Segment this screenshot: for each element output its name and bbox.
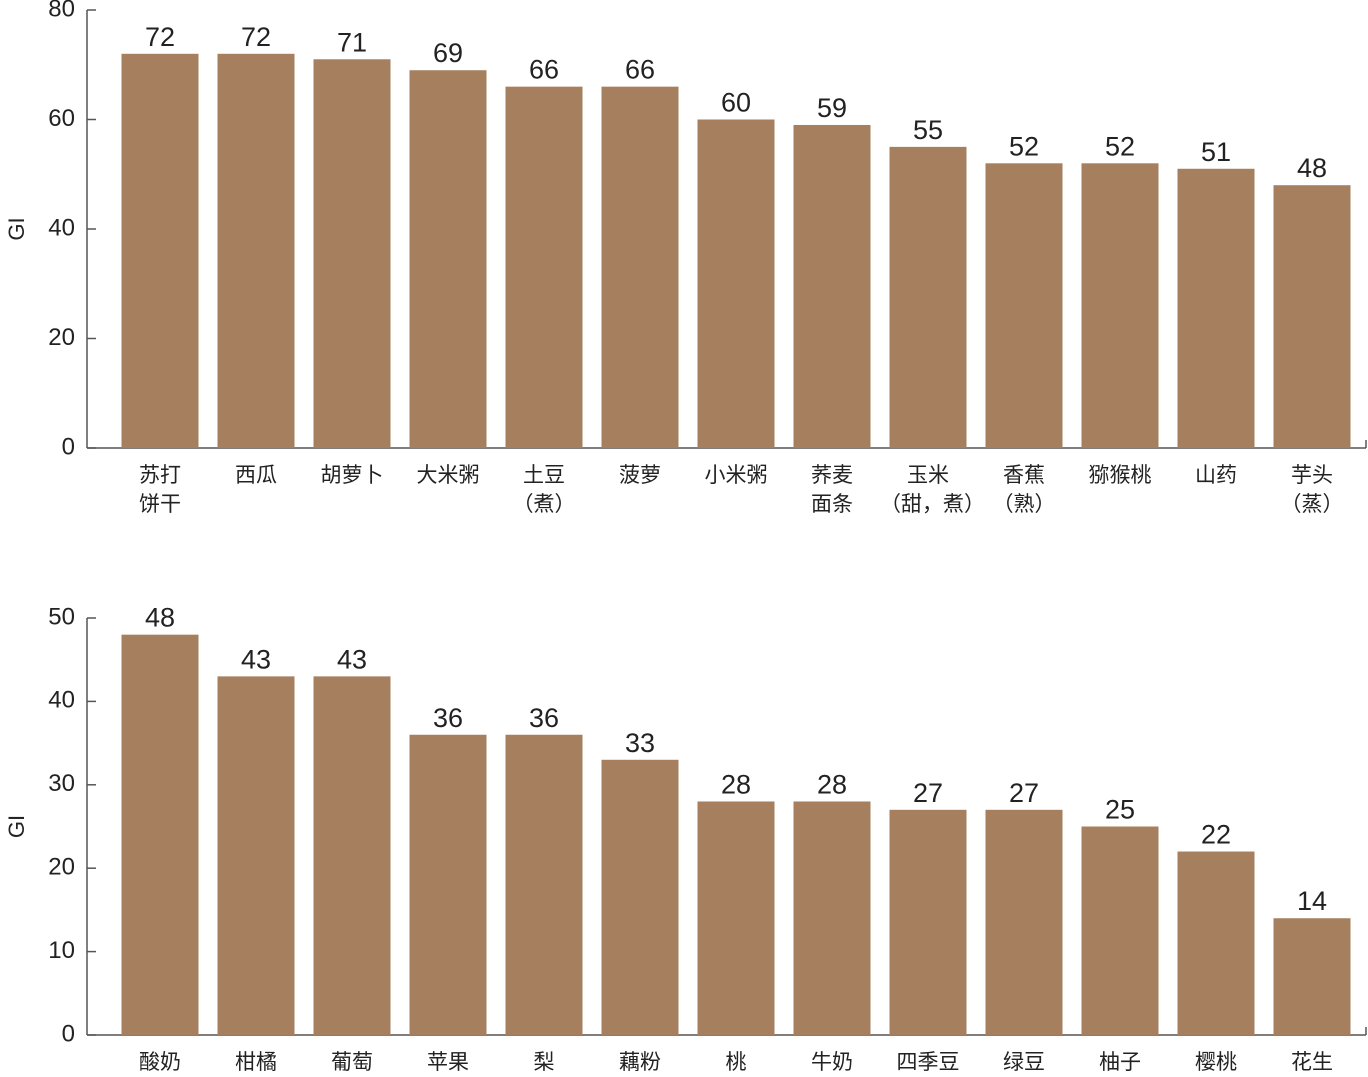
value-label: 22: [1201, 820, 1231, 850]
value-label: 48: [145, 603, 175, 633]
x-tick-label: 苏打 饼干: [139, 463, 181, 516]
x-tick-label: 柑橘: [235, 1050, 277, 1074]
bar: [121, 634, 199, 1035]
y-tick-label: 20: [48, 854, 75, 881]
bar: [985, 163, 1063, 449]
y-tick-label: 40: [48, 687, 75, 714]
value-label: 72: [145, 22, 175, 52]
y-tick-label: 30: [48, 770, 75, 797]
value-label: 69: [433, 38, 463, 68]
x-tick-label: 藕粉: [619, 1050, 661, 1074]
bar: [601, 759, 679, 1035]
value-label: 28: [817, 769, 847, 799]
value-label: 55: [913, 115, 943, 145]
value-label: 60: [721, 88, 751, 118]
x-tick-label: 柚子: [1099, 1050, 1141, 1074]
bar: [217, 676, 295, 1035]
y-axis-label: GI: [4, 217, 29, 240]
x-tick-label: 玉米 （甜，煮）: [880, 463, 985, 516]
value-label: 43: [241, 644, 271, 674]
bar: [313, 59, 391, 449]
bar: [889, 809, 967, 1035]
y-axis-label: GI: [4, 815, 29, 838]
bar: [697, 119, 775, 448]
x-tick-label: 芋头 （蒸）: [1280, 463, 1344, 516]
x-tick-label: 猕猴桃: [1088, 463, 1152, 487]
x-tick-label: 苹果: [427, 1050, 469, 1074]
x-tick-label: 梨: [533, 1050, 555, 1074]
value-label: 59: [817, 93, 847, 123]
value-label: 52: [1105, 131, 1135, 161]
x-tick-label: 花生: [1291, 1050, 1333, 1074]
x-tick-label: 桃: [725, 1050, 747, 1074]
bar: [505, 86, 583, 449]
x-tick-label: 樱桃: [1195, 1050, 1237, 1074]
x-tick-label: 西瓜: [235, 463, 277, 487]
x-tick-label: 绿豆: [1003, 1050, 1045, 1074]
y-tick-label: 20: [48, 324, 75, 351]
x-tick-label: 大米粥: [416, 463, 480, 487]
value-label: 28: [721, 769, 751, 799]
x-tick-label: 菠萝: [619, 463, 661, 487]
value-label: 52: [1009, 131, 1039, 161]
bar: [697, 801, 775, 1035]
x-tick-label: 小米粥: [704, 463, 768, 487]
y-tick-label: 50: [48, 603, 75, 630]
x-tick-label: 土豆 （煮）: [512, 463, 576, 516]
bar: [601, 86, 679, 449]
x-tick-label: 香蕉 （熟）: [992, 463, 1056, 516]
value-label: 66: [625, 55, 655, 85]
bar: [217, 53, 295, 449]
value-label: 33: [625, 728, 655, 758]
bar: [313, 676, 391, 1035]
bar: [121, 53, 199, 449]
bar: [1081, 826, 1159, 1035]
value-label: 27: [1009, 778, 1039, 808]
value-label: 36: [529, 703, 559, 733]
bar: [1081, 163, 1159, 449]
bar: [793, 801, 871, 1035]
value-label: 66: [529, 55, 559, 85]
value-label: 72: [241, 22, 271, 52]
value-label: 27: [913, 778, 943, 808]
bar: [505, 734, 583, 1035]
value-label: 71: [337, 27, 367, 57]
x-tick-label: 牛奶: [811, 1050, 853, 1074]
x-tick-label: 四季豆: [896, 1050, 960, 1074]
x-tick-label: 胡萝卜: [320, 463, 384, 487]
value-label: 36: [433, 703, 463, 733]
y-tick-label: 40: [48, 214, 75, 241]
bar: [1273, 185, 1351, 448]
y-tick-label: 0: [62, 433, 75, 460]
y-tick-label: 0: [62, 1020, 75, 1047]
bar: [1177, 851, 1255, 1035]
x-tick-label: 荞麦 面条: [811, 463, 853, 516]
x-tick-label: 山药: [1195, 463, 1237, 487]
value-label: 25: [1105, 795, 1135, 825]
y-tick-label: 10: [48, 937, 75, 964]
y-tick-label: 60: [48, 105, 75, 132]
bar: [985, 809, 1063, 1035]
x-tick-label: 酸奶: [139, 1050, 181, 1074]
bar: [1177, 168, 1255, 448]
bar: [889, 146, 967, 448]
x-tick-label: 葡萄: [331, 1050, 373, 1074]
value-label: 14: [1297, 886, 1327, 916]
y-tick-label: 80: [48, 0, 75, 22]
bar: [409, 734, 487, 1035]
value-label: 51: [1201, 137, 1231, 167]
value-label: 48: [1297, 153, 1327, 183]
bar: [793, 124, 871, 448]
value-label: 43: [337, 644, 367, 674]
bar: [1273, 918, 1351, 1035]
bar: [409, 70, 487, 448]
